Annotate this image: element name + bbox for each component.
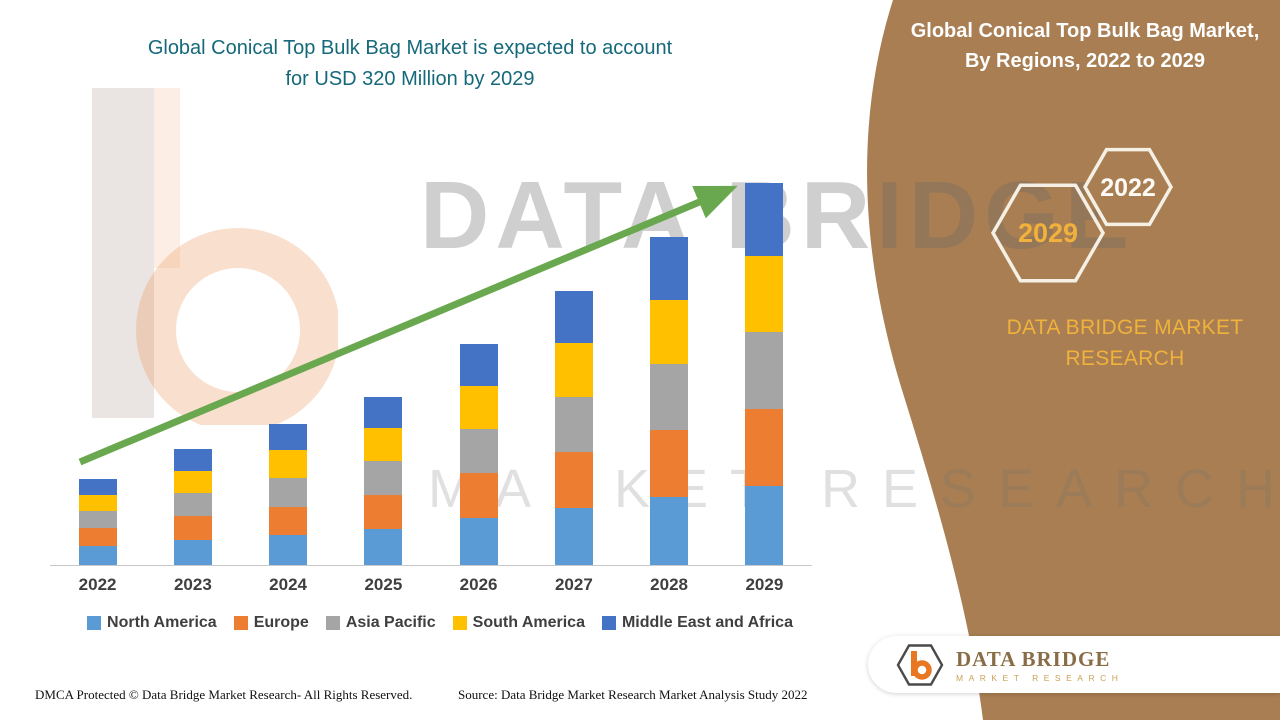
bar-segment-europe (745, 408, 784, 487)
hexagon-2022 (1082, 147, 1174, 227)
chart-title-line1: Global Conical Top Bulk Bag Market is ex… (147, 37, 673, 59)
side-panel-title: Global Conical Top Bulk Bag Market, By R… (900, 16, 1270, 76)
bar-segment-asia-pacific (364, 461, 403, 495)
x-axis-label: 2027 (554, 575, 593, 594)
bar-segment-asia-pacific (745, 332, 784, 409)
bar-segment-middle-east-and-africa (554, 290, 593, 343)
chart-title-line2: for USD 320 Million by 2029 (285, 68, 535, 90)
bar-segment-south-america (364, 427, 403, 462)
bar-segment-middle-east-and-africa (745, 183, 784, 256)
legend-label: South America (472, 614, 585, 631)
legend-label: Asia Pacific (345, 614, 436, 631)
bar-segment-europe (78, 528, 117, 546)
bar-segment-europe (364, 494, 403, 530)
chart-title: Global Conical Top Bulk Bag Market is ex… (30, 33, 790, 95)
legend-swatch (325, 616, 340, 630)
legend-swatch (601, 616, 616, 630)
year-hexagons: 2029 2022 (990, 147, 1174, 283)
side-panel-brand-line2: RESEARCH (1065, 347, 1185, 370)
source-note: Source: Data Bridge Market Research Mark… (458, 687, 808, 702)
legend-item: Europe (233, 614, 309, 632)
bar-segment-asia-pacific (459, 428, 498, 474)
bar-segment-south-america (745, 255, 784, 333)
bar-segment-north-america (459, 518, 498, 565)
logo-card-brand: DATA BRIDGE (956, 646, 1111, 671)
x-axis-label: 2022 (78, 575, 117, 594)
x-axis-label: 2024 (269, 575, 307, 594)
bar-segment-asia-pacific (554, 396, 593, 452)
bar-segment-europe (459, 473, 498, 519)
bars-area: 2022 2023 2024 2025 2026 2027 2028 2029 (50, 165, 812, 594)
bar-segment-middle-east-and-africa (173, 449, 212, 471)
bar-segment-europe (554, 451, 593, 508)
logo-card: DATA BRIDGE MARKET RESEARCH (868, 636, 1280, 693)
legend-item: South America (452, 614, 585, 632)
side-panel-brand: DATA BRIDGE MARKET RESEARCH (930, 312, 1280, 374)
logo-card-tagline: MARKET RESEARCH (956, 672, 1124, 683)
bar-segment-south-america (459, 385, 498, 429)
data-bridge-logo-icon (896, 643, 944, 686)
hexagon-2029 (990, 183, 1106, 283)
x-axis-label: 2023 (173, 575, 212, 594)
side-panel-brand-line1: DATA BRIDGE MARKET (1006, 316, 1244, 339)
legend-label: North America (107, 614, 217, 631)
hexagon-2029-label: 2029 (1018, 218, 1078, 248)
bar-segment-north-america (78, 545, 117, 565)
bar-segment-south-america (269, 450, 308, 478)
bar-segment-north-america (173, 539, 212, 565)
side-panel-title-line1: Global Conical Top Bulk Bag Market, (910, 20, 1260, 42)
bar-segment-north-america (745, 486, 784, 565)
bar-segment-europe (650, 430, 689, 497)
hexagon-2022-label: 2022 (1100, 174, 1156, 202)
bar-segment-north-america (554, 507, 593, 565)
bar-segment-europe (269, 506, 308, 536)
dmca-notice: DMCA Protected © Data Bridge Market Rese… (35, 687, 413, 702)
legend-label: Middle East and Africa (621, 614, 793, 631)
legend-swatch (452, 616, 467, 630)
bar-segment-asia-pacific (78, 511, 117, 528)
bar-segment-south-america (78, 494, 117, 512)
legend-label: Europe (253, 614, 309, 631)
bar-segment-middle-east-and-africa (78, 479, 117, 495)
bar-segment-asia-pacific (173, 493, 212, 517)
side-panel-title-line2: By Regions, 2022 to 2029 (964, 50, 1206, 72)
bar-segment-middle-east-and-africa (364, 396, 403, 428)
legend-item: Middle East and Africa (601, 614, 793, 632)
legend-swatch (87, 616, 102, 630)
x-axis-label: 2028 (650, 575, 688, 594)
bar-segment-south-america (554, 343, 593, 397)
legend-item: Asia Pacific (325, 614, 436, 632)
legend-swatch (233, 616, 248, 630)
bar-segment-north-america (364, 529, 403, 565)
bar-segment-middle-east-and-africa (269, 424, 308, 451)
x-axis-label: 2026 (459, 575, 498, 594)
x-axis-label: 2029 (745, 575, 784, 594)
bar-segment-asia-pacific (269, 477, 308, 507)
bar-segment-middle-east-and-africa (459, 344, 498, 386)
bar-segment-north-america (269, 535, 308, 565)
x-axis-label: 2025 (364, 575, 403, 594)
bar-segment-south-america (650, 299, 689, 365)
legend-item: North America (87, 614, 217, 632)
stacked-bar-chart: 2022 2023 2024 2025 2026 2027 2028 2029 (50, 165, 812, 594)
bar-segment-asia-pacific (650, 364, 689, 431)
logo-card-text: DATA BRIDGE MARKET RESEARCH (956, 647, 1123, 683)
bar-segment-middle-east-and-africa (650, 236, 689, 300)
bar-segment-south-america (173, 470, 212, 494)
chart-legend: North America Europe Asia Pacific South Ame… (40, 614, 840, 632)
bar-segment-north-america (650, 497, 689, 565)
bar-segment-europe (173, 516, 212, 540)
